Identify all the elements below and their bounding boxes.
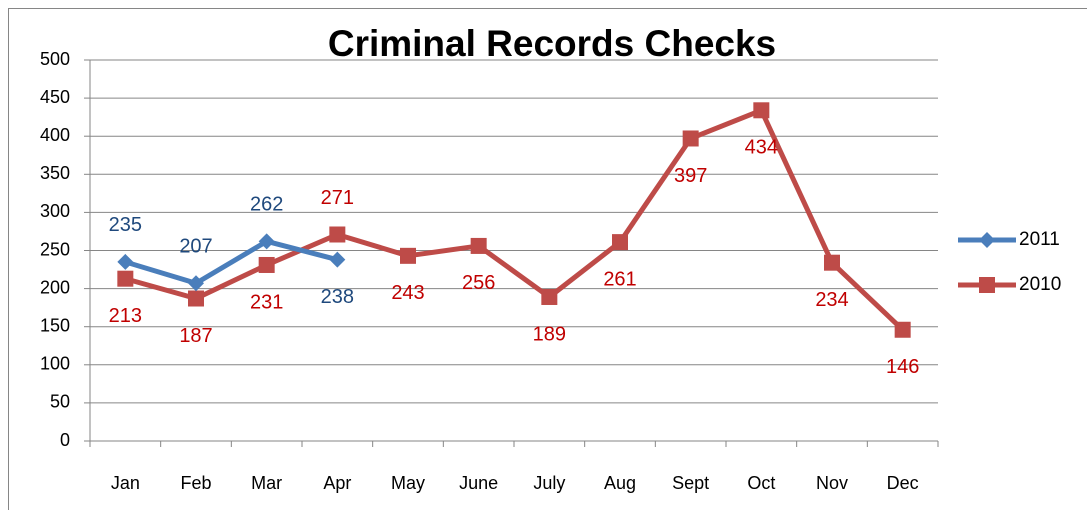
marker — [824, 254, 840, 271]
data-label: 189 — [533, 323, 566, 345]
data-label: 207 — [179, 236, 212, 258]
data-label: 397 — [674, 165, 707, 187]
x-tick-label: Nov — [816, 473, 848, 493]
marker — [470, 237, 487, 254]
marker — [258, 233, 275, 250]
data-label: 234 — [815, 289, 848, 311]
x-tick-label: June — [459, 473, 498, 493]
marker — [541, 288, 558, 305]
y-tick-label: 450 — [40, 87, 70, 107]
marker — [612, 234, 628, 251]
marker — [117, 270, 134, 287]
marker — [753, 102, 770, 119]
x-tick-label: Mar — [251, 473, 282, 493]
data-label: 271 — [321, 187, 354, 209]
x-tick-label: Oct — [747, 473, 775, 493]
marker — [400, 247, 416, 264]
marker — [329, 251, 346, 268]
marker — [894, 321, 911, 338]
y-tick-label: 150 — [40, 315, 70, 335]
legend-marker — [979, 232, 995, 248]
y-tick-label: 400 — [40, 125, 70, 145]
series-line — [124, 107, 905, 332]
x-tick-label: Feb — [180, 473, 211, 493]
data-label: 235 — [109, 214, 142, 236]
y-tick-label: 200 — [40, 277, 70, 297]
y-tick-label: 250 — [40, 239, 70, 259]
data-label: 238 — [321, 286, 354, 308]
data-label: 256 — [462, 272, 495, 294]
x-tick-label: Dec — [887, 473, 919, 493]
marker — [329, 226, 346, 243]
marker — [682, 130, 699, 147]
series-line — [124, 238, 338, 286]
x-tick-label: Sept — [672, 473, 709, 493]
data-label: 231 — [250, 291, 283, 313]
y-tick-label: 300 — [40, 201, 70, 221]
x-tick-label: Jan — [111, 473, 140, 493]
data-label: 213 — [109, 305, 142, 327]
y-tick-label: 500 — [40, 49, 70, 69]
x-tick-label: July — [533, 473, 565, 493]
marker — [258, 256, 275, 273]
legend-marker — [979, 277, 995, 293]
legend-label: 2010 — [1019, 274, 1061, 295]
x-tick-label: Aug — [604, 473, 636, 493]
data-label: 146 — [886, 356, 919, 378]
chart-title: Criminal Records Checks — [328, 23, 776, 64]
chart-border — [8, 8, 1087, 510]
y-tick-label: 350 — [40, 163, 70, 183]
y-tick-label: 100 — [40, 354, 70, 374]
legend-label: 2011 — [1019, 229, 1060, 250]
marker — [188, 275, 204, 292]
marker — [117, 253, 134, 270]
x-tick-label: May — [391, 473, 425, 493]
data-label: 261 — [603, 268, 636, 290]
data-label: 434 — [745, 137, 778, 159]
x-tick-label: Apr — [323, 473, 351, 493]
y-tick-label: 0 — [60, 430, 70, 450]
marker — [188, 290, 204, 307]
data-label: 243 — [391, 282, 424, 304]
data-label: 262 — [250, 194, 283, 216]
data-label: 187 — [179, 325, 212, 347]
y-tick-label: 50 — [50, 392, 70, 412]
